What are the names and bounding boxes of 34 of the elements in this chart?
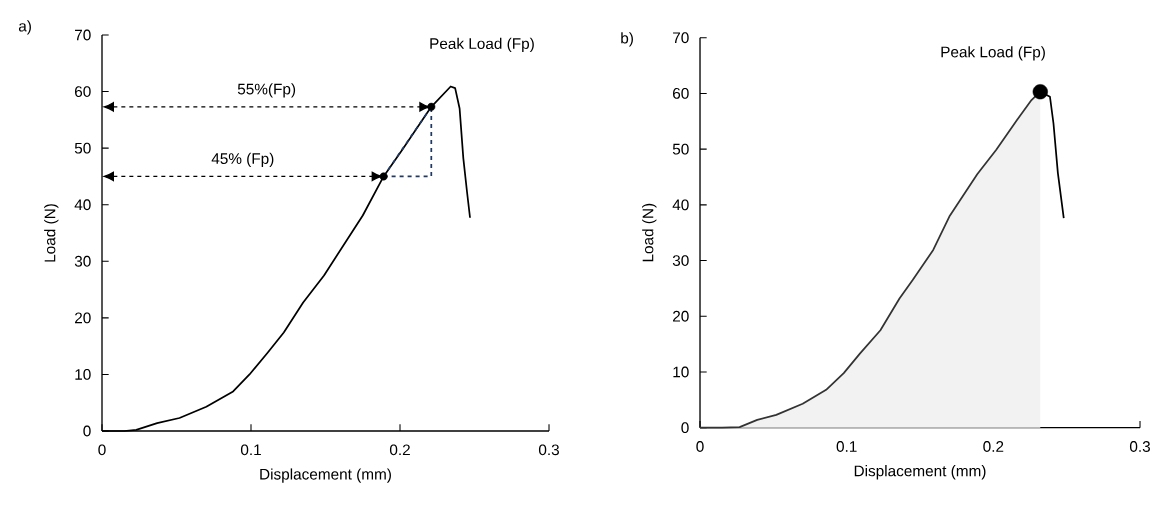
y-tick-label: 30 xyxy=(74,255,91,267)
y-tick-label: 50 xyxy=(672,143,689,155)
ref-line-label: 45% (Fp) xyxy=(211,152,274,168)
y-tick-label: 50 xyxy=(74,142,91,154)
y-tick-label: 20 xyxy=(673,310,689,322)
chart-title: a) xyxy=(18,20,31,35)
chart-title: b) xyxy=(621,32,633,47)
y-tick-label: 70 xyxy=(75,29,91,41)
y-tick-label: 40 xyxy=(672,199,689,211)
y-axis-title: Load (N) xyxy=(44,204,59,262)
x-axis-title: Displacement (mm) xyxy=(260,468,391,483)
y-tick-label: 10 xyxy=(75,369,91,380)
x-tick-label: 0.1 xyxy=(240,444,261,456)
y-tick-label: 60 xyxy=(673,87,689,99)
y-tick-label: 20 xyxy=(75,312,91,324)
y-tick-label: 30 xyxy=(672,255,689,266)
x-tick-label: 0.2 xyxy=(983,441,1004,452)
x-tick-label: 0 xyxy=(696,441,704,452)
ref-line-label: 55%(Fp) xyxy=(237,83,296,98)
y-tick-label: 60 xyxy=(75,86,91,97)
y-tick-label: 10 xyxy=(673,366,689,378)
x-tick-label: 0.1 xyxy=(836,441,857,452)
x-tick-label: 0.2 xyxy=(389,444,410,456)
y-axis-title: Load (N) xyxy=(642,203,657,262)
annotation: Peak Load (Fp) xyxy=(941,46,1045,61)
y-tick-label: 40 xyxy=(74,199,91,211)
annotation: Peak Load (Fp) xyxy=(430,37,534,53)
y-tick-label: 70 xyxy=(673,32,689,44)
x-tick-label: 0.3 xyxy=(1129,441,1150,452)
x-axis-title: Displacement (mm) xyxy=(854,465,986,480)
y-tick-label: 0 xyxy=(83,425,91,437)
x-tick-label: 0.3 xyxy=(538,444,559,456)
x-tick-label: 0 xyxy=(98,444,106,456)
y-tick-label: 0 xyxy=(681,422,689,434)
